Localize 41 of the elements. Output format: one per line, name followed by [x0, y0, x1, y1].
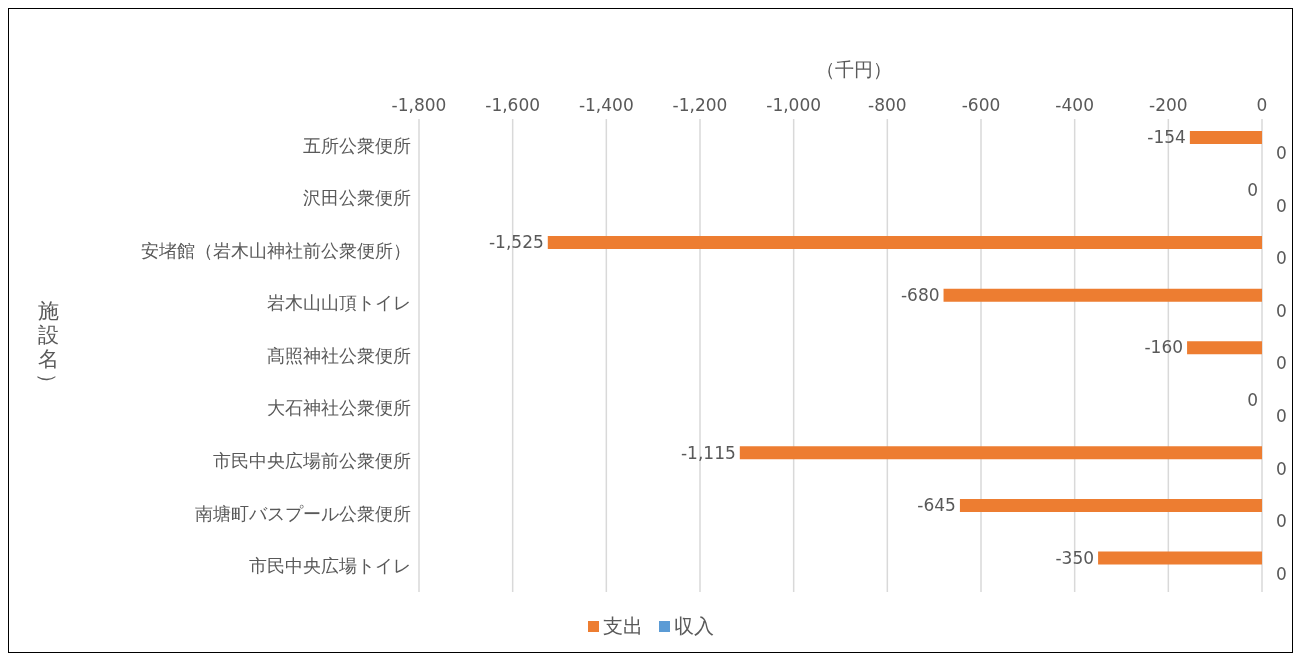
x-tick-label: -1,000	[766, 95, 822, 115]
x-tick-label: -1,400	[578, 95, 634, 115]
y-tick-label: 市民中央広場トイレ	[249, 555, 411, 577]
y-tick-label: 市民中央広場前公衆便所	[213, 450, 411, 471]
x-tick-label: -400	[1055, 95, 1094, 115]
y-axis-title: 施設名）	[35, 299, 61, 396]
x-tick-label: -800	[868, 95, 907, 115]
data-label: -645	[917, 495, 956, 516]
data-label: 0	[1276, 353, 1287, 374]
y-tick-label: 安堵館（岩木山神社前公衆便所）	[141, 239, 411, 261]
data-label: 0	[1247, 179, 1258, 200]
x-tick-label: -600	[961, 95, 1001, 115]
x-tick-label: 0	[1256, 95, 1268, 115]
data-label: -160	[1144, 337, 1184, 358]
y-tick-label: 岩木山山頂トイレ	[267, 292, 411, 314]
data-label: -350	[1055, 547, 1095, 568]
data-label: 0	[1276, 300, 1287, 321]
data-label: 0	[1276, 195, 1287, 216]
legend-label: 収入	[673, 613, 714, 640]
legend-label: 支出	[602, 613, 643, 640]
y-tick-label: 髙照神社公衆便所	[267, 344, 411, 366]
data-label: -680	[900, 284, 940, 305]
y-tick-label: 五所公衆便所	[303, 134, 411, 156]
x-tick-label: -1,600	[485, 95, 541, 115]
x-tick-label: -1,800	[391, 95, 447, 115]
data-label: -154	[1147, 127, 1186, 148]
y-tick-label: 南塘町バスプール公衆便所	[195, 502, 411, 524]
y-tick-label: 沢田公衆便所	[303, 187, 411, 209]
data-label: 0	[1276, 248, 1287, 269]
data-label: 0	[1276, 563, 1287, 584]
x-tick-label: -1,200	[672, 95, 728, 115]
data-label: 0	[1247, 390, 1258, 411]
y-tick-label: 大石神社公衆便所	[267, 397, 411, 419]
data-label: 0	[1276, 511, 1287, 532]
data-label: -1,525	[488, 232, 544, 253]
data-label: 0	[1276, 406, 1287, 427]
x-axis-title: （千円）	[815, 57, 893, 82]
data-label: 0	[1276, 143, 1287, 164]
data-label: -1,115	[681, 442, 736, 463]
data-label: 0	[1276, 458, 1287, 479]
x-tick-label: -200	[1149, 95, 1188, 115]
